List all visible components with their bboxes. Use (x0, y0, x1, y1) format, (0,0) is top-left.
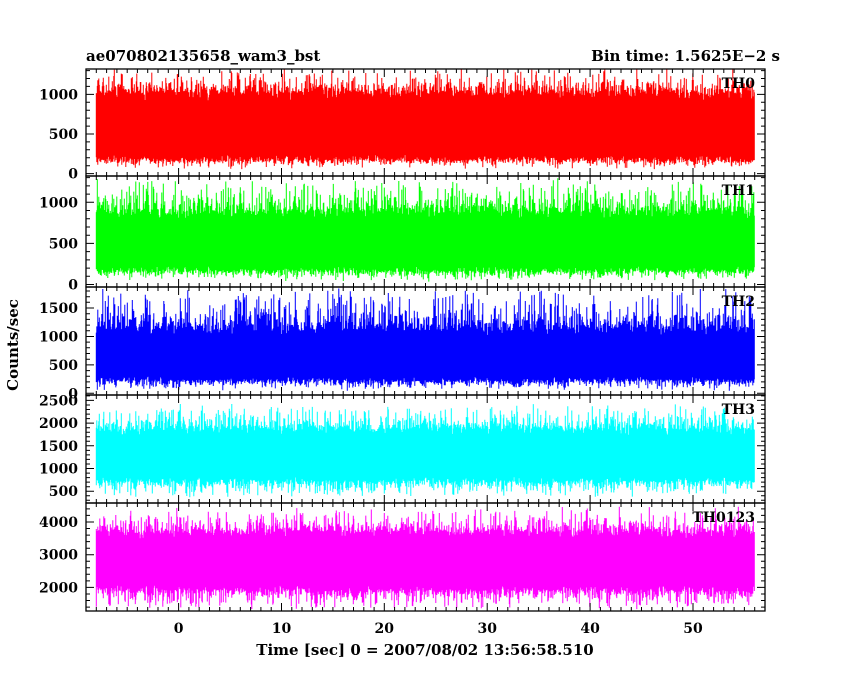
y-tick-label: 1000 (39, 462, 78, 478)
y-tick-label: 0 (68, 278, 78, 294)
panel-th1: 0 500 1000 TH1 (39, 175, 766, 294)
y-axis-label: Counts/sec (4, 299, 22, 391)
panel-th3: 500 1000 1500 2000 2500 TH3 (39, 393, 766, 504)
y-tick-label: 500 (49, 236, 78, 252)
y-tick-label: 500 (49, 358, 78, 374)
y-tick-label: 1000 (39, 87, 78, 103)
x-tick-label: 50 (683, 621, 703, 637)
y-tick-label: 1000 (39, 330, 78, 346)
panel-th0: 0 500 1000 TH0 (39, 68, 766, 183)
panel-ticks (85, 395, 766, 503)
y-tick-label: 3000 (39, 548, 78, 564)
y-tick-label: 1000 (39, 195, 78, 211)
x-tick-label: 40 (580, 621, 600, 637)
panel-label-th2: TH2 (722, 294, 755, 310)
panel-ticks (85, 69, 766, 176)
chart-title-right: Bin time: 1.5625E−2 s (591, 47, 780, 65)
y-tick-label: 1500 (39, 439, 78, 455)
x-tick-label: 20 (375, 621, 395, 637)
y-tick-label: 2000 (39, 416, 78, 432)
panel-label-th0: TH0 (722, 76, 756, 92)
y-tick-label: 500 (49, 484, 78, 500)
x-tick-label: 10 (272, 621, 292, 637)
x-tick-label: 30 (477, 621, 497, 637)
chart-title-left: ae070802135658_wam3_bst (86, 47, 320, 65)
panel-label-th3: TH3 (722, 402, 755, 418)
panel-label-th0123: TH0123 (692, 510, 755, 526)
series-th0 (95, 69, 755, 170)
x-tick-label: 0 (174, 621, 184, 637)
panels-group: 0 500 1000 TH0 0 500 1000 TH1 0 500 1000 1500 TH2 500… (39, 68, 766, 612)
y-tick-label: 0 (68, 386, 78, 402)
y-tick-label: 0 (68, 167, 78, 183)
y-tick-label: 500 (49, 127, 78, 143)
x-axis-label: Time [sec] 0 = 2007/08/02 13:56:58.510 (256, 641, 593, 659)
series-th1 (95, 178, 755, 282)
series-th3 (95, 404, 755, 498)
panel-ticks (85, 287, 766, 395)
panel-ticks (85, 503, 766, 611)
panel-label-th1: TH1 (722, 183, 755, 199)
y-tick-label: 1500 (39, 301, 78, 317)
x-tick-labels: 0 10 20 30 40 50 (174, 621, 703, 637)
y-tick-label: 4000 (39, 515, 78, 531)
series-th2 (95, 288, 755, 391)
panel-th2: 0 500 1000 1500 TH2 (39, 286, 766, 402)
series-th0123 (95, 506, 755, 610)
panel-th0123: 2000 3000 4000 TH0123 (39, 502, 766, 612)
panel-ticks (85, 176, 766, 287)
y-tick-label: 2000 (39, 580, 78, 596)
y-tick-label: 2500 (39, 393, 78, 409)
